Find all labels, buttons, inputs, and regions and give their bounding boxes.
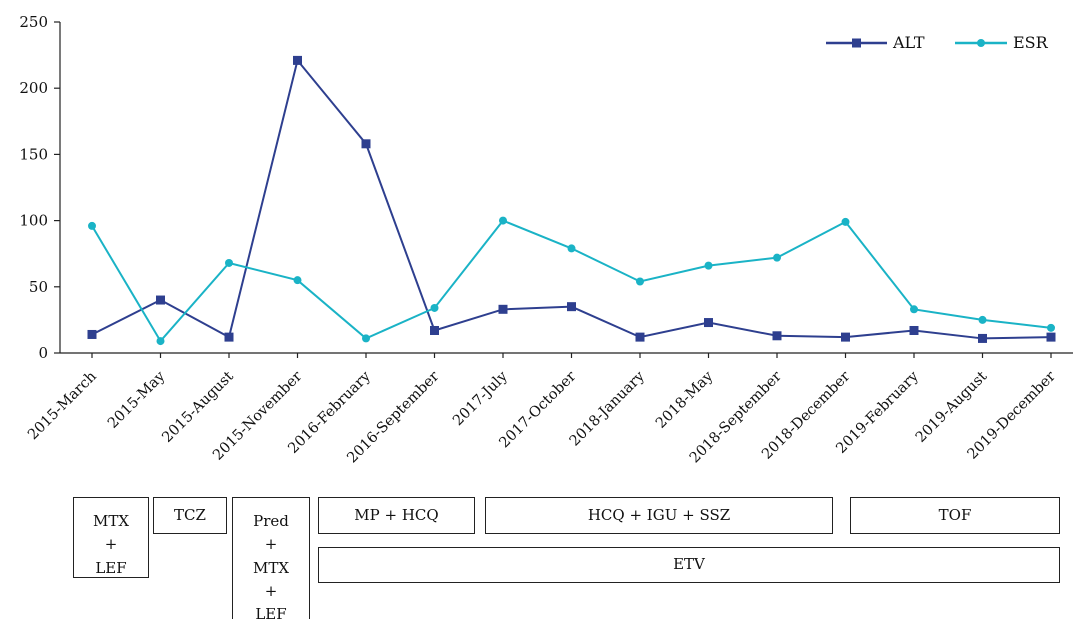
data-point-esr: [293, 276, 302, 285]
x-tick-label: 2019-August: [913, 368, 991, 446]
x-tick-label: 2015-March: [25, 369, 100, 444]
x-axis: 2015-March 2015-May2015-August2015-Novemb…: [25, 352, 1073, 466]
treatment-line: HCQ + IGU + SSZ: [587, 505, 731, 524]
series-layer: [87, 55, 1056, 346]
treatment-line: +: [104, 535, 118, 554]
treatment-line: LEF: [255, 605, 287, 623]
treatment-box-mp-hcq: MP + HCQ: [318, 497, 475, 534]
data-point-esr: [704, 261, 713, 270]
series-line-esr: [91, 219, 1052, 343]
x-tick-label: 2018-May: [653, 368, 717, 432]
treatment-box-tof: TOF: [850, 497, 1060, 534]
data-point-esr: [636, 277, 644, 286]
x-tick-label: 2017-July: [450, 368, 511, 429]
data-point-esr: [978, 315, 987, 324]
legend-marker-esr: [977, 39, 985, 47]
legend-marker-alt: [852, 38, 861, 48]
treatment-box-hcq-igu-ssz: HCQ + IGU + SSZ: [485, 497, 833, 534]
y-tick-label: 250: [19, 13, 48, 31]
treatment-line: MTX: [92, 512, 130, 530]
data-point-alt: [978, 333, 987, 343]
legend-label-esr: ESR: [1013, 33, 1049, 52]
data-point-alt: [841, 332, 850, 342]
data-point-alt: [87, 329, 97, 339]
data-point-esr: [225, 258, 233, 267]
data-point-alt: [498, 304, 508, 314]
treatment-line: Pred: [253, 512, 289, 530]
legend: ALT ESR: [826, 33, 1049, 52]
treatment-line: TCZ: [174, 505, 206, 524]
data-point-alt: [430, 325, 439, 335]
series-line-alt: [91, 58, 1052, 340]
data-point-esr: [567, 244, 576, 253]
data-point-esr: [156, 337, 165, 346]
data-point-esr: [910, 305, 918, 314]
data-point-esr: [841, 217, 850, 226]
data-point-alt: [635, 332, 645, 342]
data-point-alt: [909, 325, 919, 335]
treatment-line: MTX: [252, 558, 290, 577]
data-point-alt: [224, 332, 234, 342]
data-point-esr: [88, 221, 96, 230]
treatment-box-etv: ETV: [318, 547, 1060, 583]
data-point-esr: [773, 253, 781, 262]
data-point-alt: [156, 295, 165, 305]
treatment-box-pred-mtx-lef: Pred + MTX + LEF: [232, 497, 310, 623]
line-chart: 0 50 100 150 200 250 2015-March 2015-May2015-A…: [19, 13, 1073, 466]
treatment-box-tcz: TCZ: [153, 497, 227, 534]
treatment-line: +: [264, 535, 278, 554]
y-tick-label: 100: [19, 212, 48, 230]
data-point-alt: [567, 302, 576, 312]
data-point-esr: [430, 303, 439, 312]
data-point-alt: [704, 318, 713, 328]
x-tick-label: 2015-August: [159, 368, 237, 446]
treatment-line: LEF: [95, 558, 127, 577]
treatment-line: TOF: [938, 505, 972, 524]
x-tick-label: 2018-January: [567, 368, 649, 450]
x-tick-label: 2015-May: [105, 368, 169, 432]
data-point-esr: [1047, 323, 1055, 332]
y-tick-label: 0: [38, 344, 48, 362]
treatment-box-mtx-lef: MTX + LEF: [73, 497, 149, 578]
data-point-esr: [499, 216, 507, 225]
treatment-line: MP + HCQ: [354, 505, 439, 524]
data-point-alt: [361, 139, 371, 149]
treatment-line: ETV: [673, 555, 705, 574]
data-point-alt: [772, 331, 782, 341]
y-tick-label: 200: [19, 79, 48, 97]
data-point-esr: [362, 334, 370, 343]
y-axis: 0 50 100 150 200 250: [19, 13, 61, 362]
legend-label-alt: ALT: [892, 33, 925, 52]
data-point-alt: [1046, 332, 1056, 342]
y-tick-label: 150: [19, 145, 48, 163]
data-point-alt: [293, 55, 302, 65]
treatment-line: +: [264, 581, 278, 600]
y-tick-label: 50: [29, 278, 48, 296]
